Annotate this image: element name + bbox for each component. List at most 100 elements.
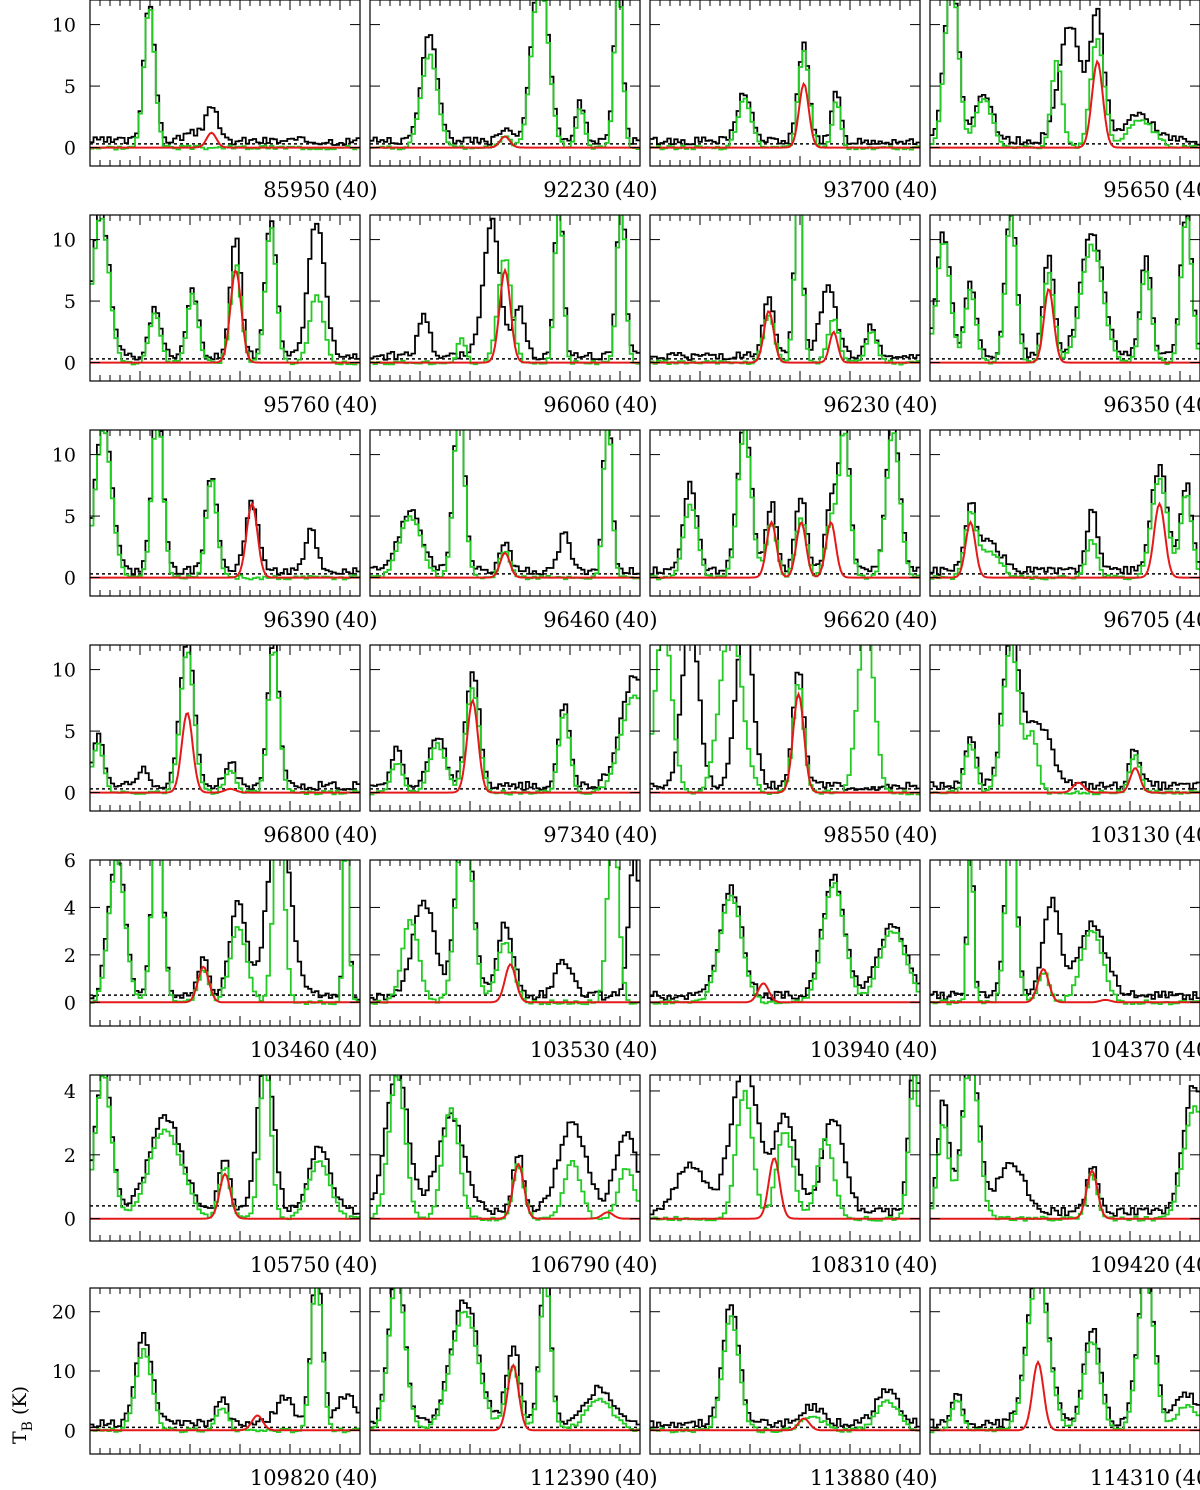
- panel-width-label: (40): [1174, 823, 1200, 847]
- panel-109820: 0 10 20 109820 (40): [52, 1287, 378, 1490]
- panel-width-label: (40): [334, 823, 377, 847]
- y-tick-label: 0: [64, 568, 76, 590]
- panel-width-label: (40): [1174, 1466, 1200, 1490]
- panel-plot-area: [650, 873, 920, 1005]
- panel-plot-area: [930, 464, 1200, 581]
- panel-frame: [929, 1074, 1200, 1242]
- panel-97340: 97340 (40): [369, 644, 658, 847]
- panel-108310: 108310 (40): [649, 1074, 938, 1277]
- panel-width-label: (40): [334, 393, 377, 417]
- model-species-line: [370, 1162, 640, 1220]
- panel-width-label: (40): [1174, 1253, 1200, 1277]
- model-all-species-line: [650, 215, 920, 366]
- panel-width-label: (40): [334, 1253, 377, 1277]
- panel-frequency-label: 96230: [823, 393, 890, 417]
- model-all-species-line: [650, 430, 920, 581]
- model-all-species-line: [370, 430, 640, 581]
- panel-width-label: (40): [614, 1253, 657, 1277]
- panel-plot-area: [370, 0, 640, 151]
- observed-spectrum-line: [930, 860, 1200, 1001]
- model-all-species-line: [650, 50, 920, 151]
- panel-frequency-label: 109420: [1090, 1253, 1170, 1277]
- panel-width-label: (40): [614, 1466, 657, 1490]
- panel-width-label: (40): [894, 1038, 937, 1062]
- model-all-species-line: [90, 1075, 360, 1221]
- model-species-line: [930, 59, 1200, 149]
- panel-plot-area: [90, 1288, 360, 1434]
- panel-frequency-label: 85950: [263, 178, 330, 202]
- panel-plot-area: [650, 41, 920, 151]
- panel-96460: 96460 (40): [369, 429, 658, 632]
- panel-frame: [89, 1074, 361, 1242]
- y-tick-label: 5: [64, 76, 76, 98]
- panel-frame: [649, 1074, 921, 1242]
- panel-96350: 96350(40): [929, 214, 1200, 417]
- observed-spectrum-line: [930, 215, 1200, 359]
- panel-frequency-label: 109820: [250, 1466, 330, 1490]
- y-tick-label: 20: [52, 1302, 76, 1324]
- panel-frame: [369, 1074, 641, 1242]
- panel-103940: 103940 (40): [649, 859, 938, 1062]
- panel-frequency-label: 97340: [543, 823, 610, 847]
- observed-spectrum-line: [650, 645, 920, 791]
- panel-width-label: (40): [334, 1466, 377, 1490]
- panel-frame: [89, 859, 361, 1027]
- model-species-line: [90, 711, 360, 794]
- observed-spectrum-line: [90, 645, 360, 791]
- panels-layer: 051085950(40)92230(40)93700(40)95650(40)…: [52, 0, 1200, 1490]
- panel-frame: [649, 644, 921, 812]
- model-species-line: [90, 1172, 360, 1220]
- panel-frequency-label: 96060: [543, 393, 610, 417]
- observed-spectrum-line: [370, 671, 640, 791]
- panel-frame: [929, 214, 1200, 382]
- panel-93700: 93700 (40): [649, 0, 938, 202]
- panel-frequency-label: 103460: [250, 1038, 330, 1062]
- y-tick-label: 5: [64, 721, 76, 743]
- panel-plot-area: [370, 1288, 640, 1432]
- panel-frequency-label: 95760: [263, 393, 330, 417]
- observed-spectrum-line: [930, 464, 1200, 576]
- panel-frame: [929, 859, 1200, 1027]
- model-species-line: [90, 131, 360, 149]
- model-species-line: [930, 767, 1200, 794]
- model-species-line: [930, 288, 1200, 364]
- model-all-species-line: [370, 687, 640, 796]
- panel-width-label: (40): [614, 823, 657, 847]
- y-tick-label: 10: [52, 445, 76, 467]
- y-tick-label: 2: [64, 1145, 76, 1167]
- panel-frame: [649, 859, 921, 1027]
- panel-frequency-label: 103130: [1090, 823, 1170, 847]
- panel-width-label: (40): [894, 823, 937, 847]
- y-tick-label: 10: [52, 230, 76, 252]
- panel-frame: [89, 0, 361, 167]
- observed-spectrum-line: [90, 5, 360, 146]
- observed-spectrum-line: [650, 41, 920, 146]
- model-species-line: [930, 501, 1200, 579]
- panel-plot-area: [90, 5, 360, 151]
- panel-85950: 0 5 10 85950 (40): [52, 0, 378, 202]
- panel-frequency-label: 93700: [823, 178, 890, 202]
- panel-96800: 0 5 10 96800 (40): [52, 644, 378, 847]
- panel-plot-area: [90, 860, 360, 1006]
- model-all-species-line: [90, 9, 360, 151]
- model-all-species-line: [90, 860, 360, 1006]
- panel-plot-area: [930, 1075, 1200, 1222]
- model-all-species-line: [90, 1288, 360, 1434]
- panel-plot-area: [90, 645, 360, 796]
- y-tick-label: 0: [64, 783, 76, 805]
- y-tick-label: 10: [52, 660, 76, 682]
- panel-width-label: (40): [1174, 608, 1200, 632]
- panel-frequency-label: 96705: [1103, 608, 1170, 632]
- panel-98550: 98550 (40): [649, 644, 938, 847]
- panel-frame: [369, 429, 641, 597]
- panel-frequency-label: 103940: [810, 1038, 890, 1062]
- panel-plot-area: [370, 215, 640, 366]
- panel-frame: [649, 214, 921, 382]
- panel-113880: 113880 (40): [649, 1287, 938, 1490]
- y-axis-label: TB(K): [9, 1386, 36, 1444]
- panel-92230: 92230 (40): [369, 0, 658, 202]
- model-all-species-line: [930, 477, 1200, 581]
- model-all-species-line: [930, 215, 1200, 365]
- panel-plot-area: [90, 215, 360, 366]
- panel-109420: 109420(40): [929, 1074, 1200, 1277]
